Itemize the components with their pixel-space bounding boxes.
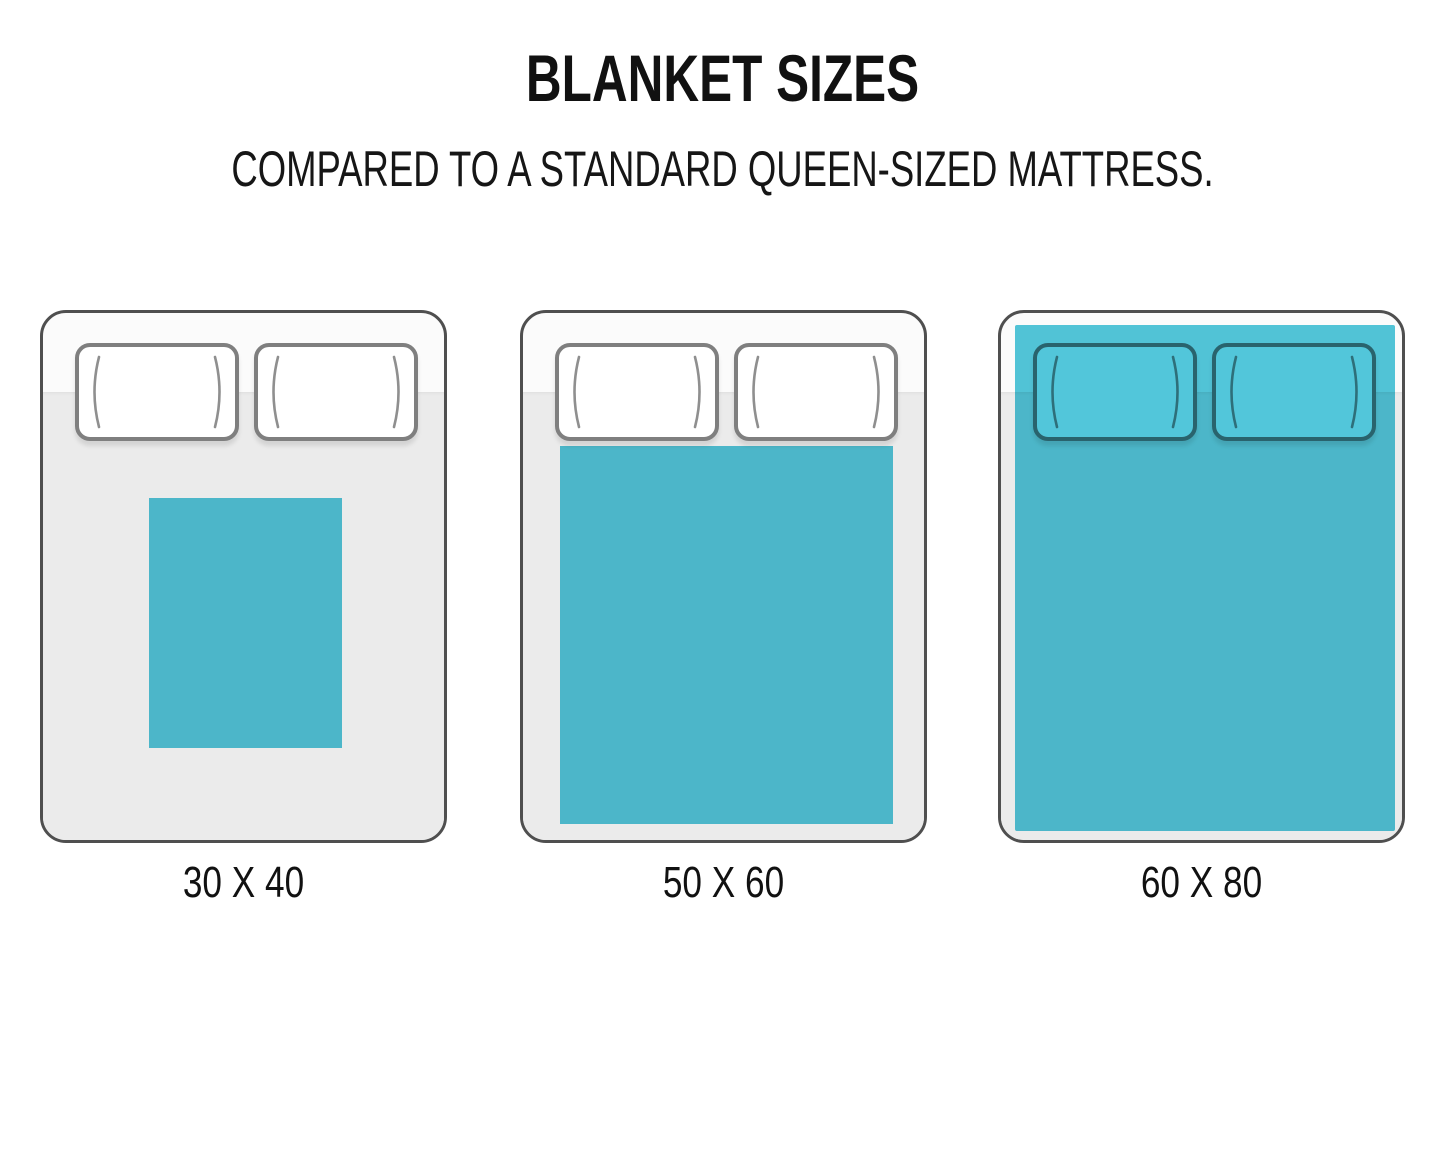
mattress	[40, 310, 447, 843]
bed-diagram-60x80: 60 X 80	[998, 310, 1405, 907]
mattress	[520, 310, 927, 843]
bed-diagram-30x40: 30 X 40	[40, 310, 447, 907]
pillow-seam-right	[392, 355, 400, 429]
pillow-seam-left	[272, 355, 280, 429]
pillow-seam-right	[213, 355, 221, 429]
size-label: 60 X 80	[1140, 858, 1263, 907]
blanket-60x80	[1015, 325, 1395, 831]
mattress	[998, 310, 1405, 843]
blanket-50x60	[560, 446, 893, 824]
pillow-right	[734, 343, 898, 441]
pillow-seam-left	[573, 355, 581, 429]
pillow-seam-right	[693, 355, 701, 429]
pillow-seam-left	[752, 355, 760, 429]
pillow-left	[555, 343, 719, 441]
pillow-right	[254, 343, 418, 441]
size-label: 30 X 40	[182, 858, 305, 907]
page-title: BLANKET SIZES	[525, 41, 920, 115]
pillow-left	[75, 343, 239, 441]
bed-diagram-50x60: 50 X 60	[520, 310, 927, 907]
size-label: 50 X 60	[662, 858, 785, 907]
blanket-30x40	[149, 498, 342, 748]
pillow-seam-left	[93, 355, 101, 429]
page-subtitle: COMPARED TO A STANDARD QUEEN-SIZED MATTR…	[231, 141, 1214, 197]
pillow-seam-right	[872, 355, 880, 429]
